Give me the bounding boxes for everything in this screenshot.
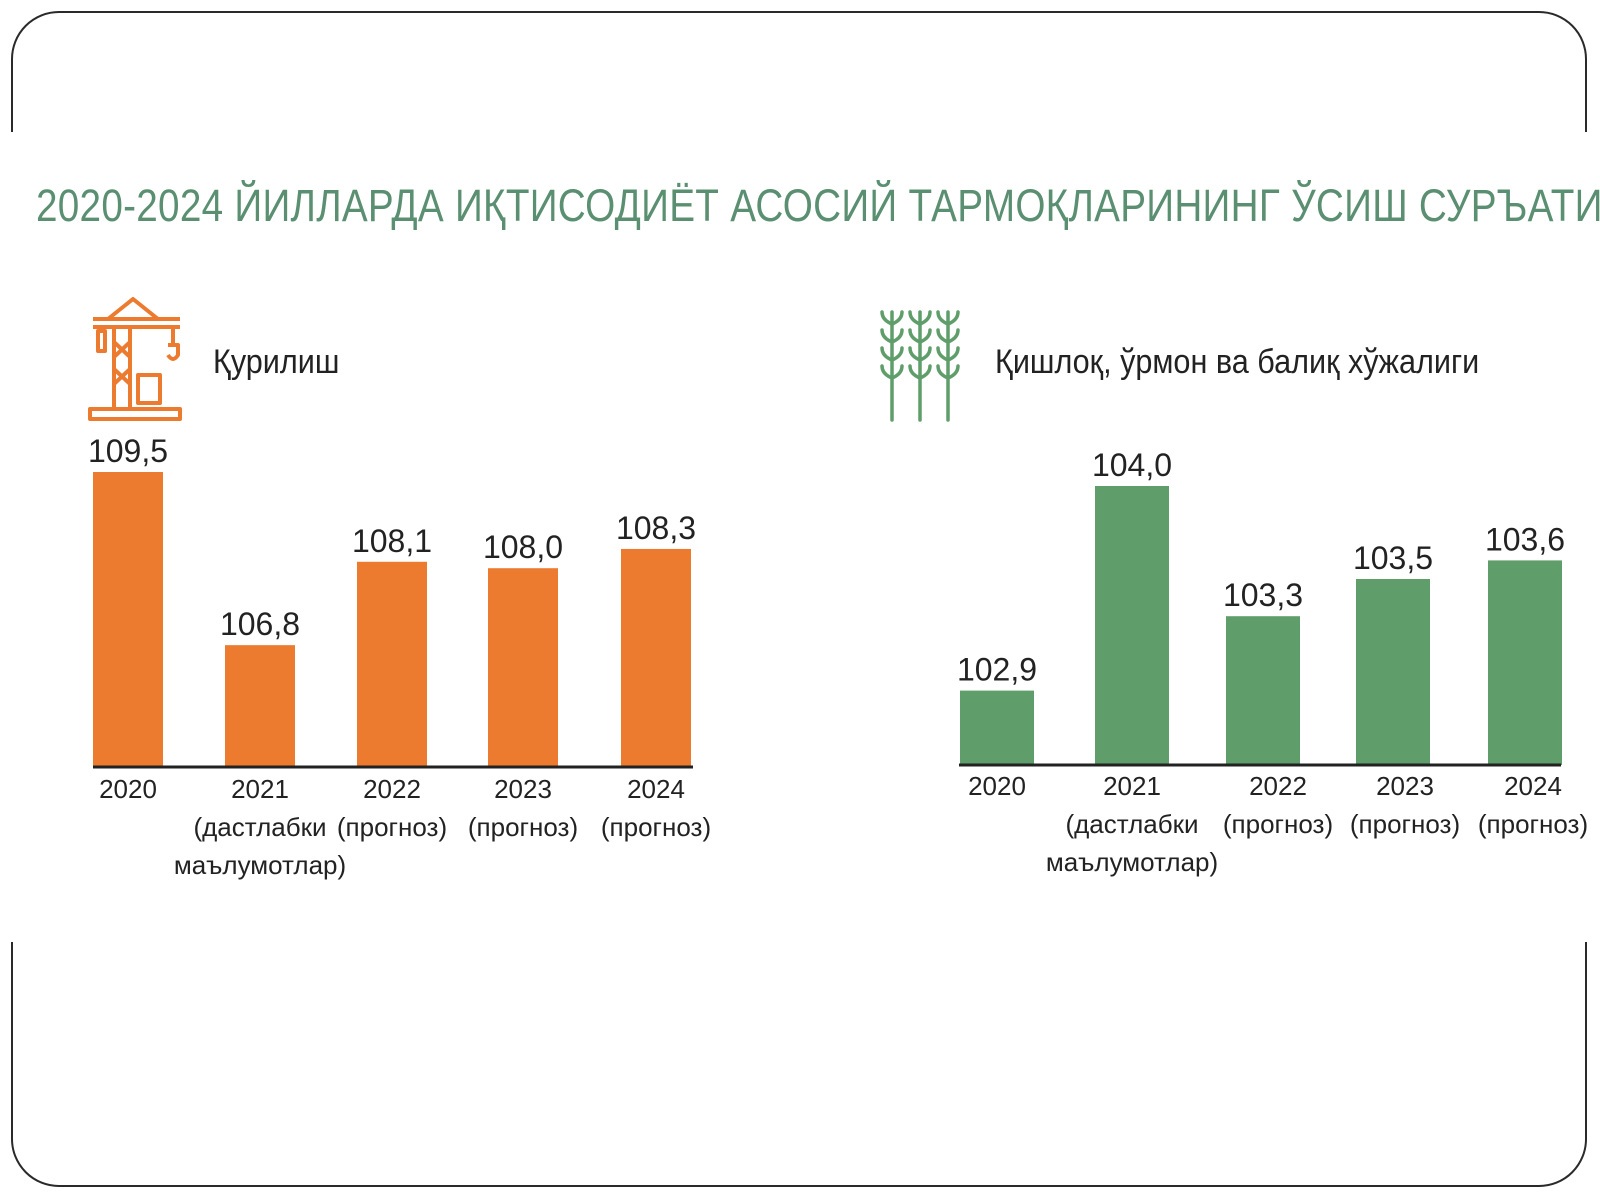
agriculture-data-label-4: 103,6 — [1485, 521, 1565, 557]
construction-data-label-4: 108,3 — [616, 510, 696, 546]
agriculture-category-label-4: 2024 (прогноз) — [1478, 771, 1588, 839]
agriculture-bar-1 — [1095, 486, 1169, 765]
frame-gap — [0, 132, 1600, 942]
agriculture-bar-0 — [960, 690, 1034, 765]
agriculture-category-label-3: 2023 (прогноз) — [1350, 771, 1460, 839]
construction-data-label-1: 106,8 — [220, 606, 300, 642]
construction-data-label-0: 109,5 — [88, 433, 168, 469]
construction-category-label-4: 2024 (прогноз) — [601, 774, 711, 842]
agriculture-category-label-2: 2022 (прогноз) — [1223, 771, 1333, 839]
construction-bar-1 — [225, 645, 295, 767]
agriculture-data-label-1: 104,0 — [1092, 447, 1172, 483]
construction-bar-4 — [621, 548, 691, 767]
construction-bar-0 — [93, 472, 163, 767]
agriculture-bar-4 — [1488, 560, 1562, 765]
agriculture-category-label-1: 2021 (дастлабки маълумотлар) — [1046, 771, 1218, 877]
agriculture-chart-title: Қишлоқ, ўрмон ва балиқ хўжалиги — [995, 343, 1480, 381]
construction-data-label-2: 108,1 — [352, 523, 432, 559]
crane-icon — [88, 297, 182, 421]
construction-category-label-1: 2021 (дастлабки маълумотлар) — [174, 774, 346, 880]
agriculture-bar-3 — [1356, 579, 1430, 765]
construction-data-label-3: 108,0 — [483, 529, 563, 565]
construction-bar-3 — [488, 568, 558, 767]
agriculture-data-label-2: 103,3 — [1223, 577, 1303, 613]
construction-bar-2 — [357, 561, 427, 767]
construction-category-label-3: 2023 (прогноз) — [468, 774, 578, 842]
agriculture-data-label-3: 103,5 — [1353, 540, 1433, 576]
agriculture-category-label-0: 2020 — [968, 771, 1026, 801]
construction-category-label-2: 2022 (прогноз) — [337, 774, 447, 842]
construction-category-label-0: 2020 — [99, 774, 157, 804]
page-title: 2020-2024 ЙИЛЛАРДА ИҚТИСОДИЁТ АСОСИЙ ТАР… — [36, 180, 1600, 231]
construction-chart-title: Қурилиш — [213, 343, 340, 381]
wheat-icon — [880, 310, 960, 422]
agriculture-bar-2 — [1226, 616, 1300, 765]
agriculture-data-label-0: 102,9 — [957, 652, 1037, 688]
